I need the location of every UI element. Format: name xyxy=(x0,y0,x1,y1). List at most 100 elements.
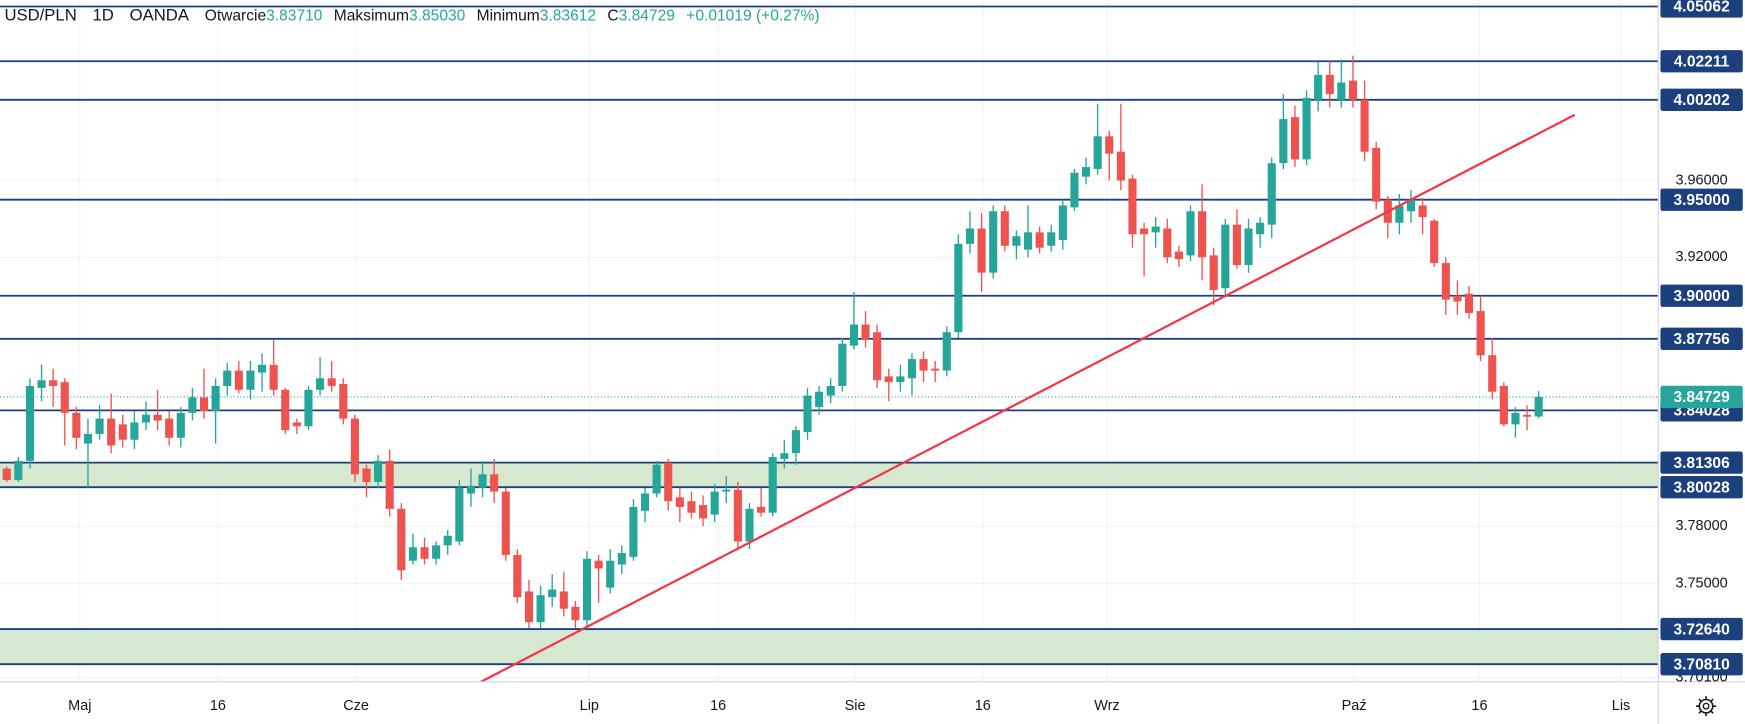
candle-body xyxy=(617,553,626,565)
candle-body xyxy=(710,491,719,515)
candle-body xyxy=(1406,199,1416,212)
candle-body xyxy=(1128,178,1137,235)
level-box xyxy=(1660,50,1743,73)
candle-body xyxy=(223,370,232,386)
candle-body xyxy=(49,380,58,386)
candle-body xyxy=(385,460,394,509)
candle-body xyxy=(745,508,754,542)
candle-body xyxy=(432,545,441,559)
candle-body xyxy=(1360,99,1369,152)
candle-body xyxy=(362,468,371,482)
level-label: 3.95000 xyxy=(1673,192,1730,209)
candle-body xyxy=(269,364,278,390)
candle-body xyxy=(211,385,220,411)
candle-body xyxy=(965,228,975,244)
level-label: 4.00202 xyxy=(1673,92,1730,109)
candle-body xyxy=(1151,226,1160,233)
levels xyxy=(0,5,1659,666)
candle-body xyxy=(153,414,162,421)
candle-body xyxy=(1348,80,1358,100)
x-tick-label: 16 xyxy=(710,698,726,714)
last-price-box xyxy=(1660,385,1743,409)
candle-body xyxy=(1395,205,1404,223)
candle-body xyxy=(931,368,940,371)
candle-body xyxy=(478,474,487,488)
candle-body xyxy=(350,418,359,475)
candle-body xyxy=(524,591,534,623)
candle-body xyxy=(1209,255,1218,290)
candle-body xyxy=(1163,228,1172,258)
settings-icon[interactable] xyxy=(1696,696,1717,717)
candle-body xyxy=(1499,385,1508,425)
candle-body xyxy=(95,418,104,434)
candle-body xyxy=(757,506,766,513)
candle-body xyxy=(815,391,824,408)
candle-body xyxy=(1325,74,1334,95)
candle-body xyxy=(257,364,267,373)
candle-body xyxy=(1522,414,1532,417)
level-box xyxy=(1660,617,1743,641)
level-box xyxy=(1660,188,1743,211)
y-tick-label: 3.96000 xyxy=(1675,172,1727,188)
candle-body xyxy=(919,359,928,371)
candle-body xyxy=(582,558,592,621)
candle-body xyxy=(977,228,986,273)
level-box xyxy=(1660,451,1743,474)
candle-body xyxy=(1290,117,1300,160)
candle-body xyxy=(130,422,139,440)
level-box xyxy=(1660,0,1743,18)
candle-body xyxy=(1279,119,1288,164)
candle-body xyxy=(1441,263,1450,300)
candle-body xyxy=(490,474,499,492)
candle-body xyxy=(780,453,789,459)
candle-body xyxy=(640,493,650,511)
level-label: 3.72640 xyxy=(1673,621,1730,638)
zone xyxy=(0,629,1659,665)
change: +0.01019 (+0.27%) xyxy=(686,8,819,25)
candle-body xyxy=(826,385,835,396)
candle-body xyxy=(1488,355,1497,392)
candle-body xyxy=(1023,232,1033,250)
candle-body xyxy=(188,397,197,413)
candle-body xyxy=(954,243,963,333)
y-tick-label: 3.78000 xyxy=(1675,518,1727,534)
symbol: USD/PLN xyxy=(4,6,76,25)
level-label: 4.02211 xyxy=(1674,53,1730,70)
candle-body xyxy=(37,380,46,388)
candle-body xyxy=(1232,224,1241,265)
candle-body xyxy=(141,414,151,423)
candle-body xyxy=(791,430,800,454)
ohlc-value: 3.83710 xyxy=(266,8,323,25)
candle-body xyxy=(733,489,742,542)
candle-body xyxy=(687,501,696,513)
candle-body xyxy=(1035,232,1044,248)
candle-body xyxy=(165,418,174,438)
candle-body xyxy=(397,508,406,571)
level-label: 3.87756 xyxy=(1673,331,1730,348)
candle-body xyxy=(246,370,255,390)
candle-body xyxy=(1140,228,1149,235)
candle-body xyxy=(1476,311,1485,356)
ohlc-label: Maksimum xyxy=(334,8,409,25)
candle-body xyxy=(989,211,998,273)
candle-body xyxy=(234,370,243,390)
candle-body xyxy=(1105,136,1114,154)
candle-body xyxy=(1174,251,1183,260)
x-tick-label: Lis xyxy=(1612,698,1630,714)
candle-body xyxy=(339,384,348,419)
candle-body xyxy=(675,497,684,507)
candle-body xyxy=(1012,236,1021,246)
level-label: 4.05062 xyxy=(1673,0,1730,16)
level-box xyxy=(1660,476,1743,499)
level-label: 3.81306 xyxy=(1673,455,1730,472)
x-tick-label: Sie xyxy=(845,698,866,714)
ohlc-label: Otwarcie xyxy=(205,8,266,25)
y-tick-label: 3.92000 xyxy=(1675,249,1727,265)
candle-body xyxy=(559,591,568,609)
candle-body xyxy=(536,595,545,623)
source: OANDA xyxy=(130,6,190,25)
x-tick-label: 16 xyxy=(1471,698,1487,714)
